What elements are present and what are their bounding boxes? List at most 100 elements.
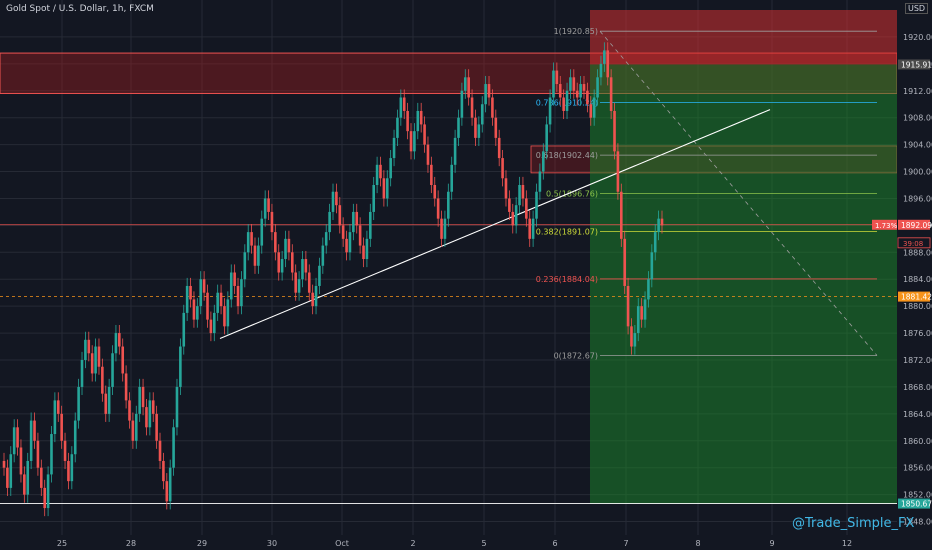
candle-body <box>131 420 135 441</box>
fib-label: 0.236(1884.04) <box>536 275 598 284</box>
candle-body <box>301 259 304 280</box>
candle-body <box>443 218 447 239</box>
candle-body <box>365 238 369 260</box>
candle-body <box>647 279 650 300</box>
candle-body <box>233 272 236 286</box>
candle-body <box>528 218 532 239</box>
time-tick: 5 <box>481 539 486 548</box>
candle-body <box>141 386 145 408</box>
candle-body <box>107 386 111 414</box>
candle-body <box>535 191 538 219</box>
time-tick: 30 <box>267 539 277 548</box>
candle-body <box>121 346 125 374</box>
candle-body <box>56 400 60 414</box>
candle-body <box>653 232 657 253</box>
candle-body <box>196 306 199 320</box>
candle-body <box>335 191 338 206</box>
candle-body <box>2 460 6 468</box>
candle-body <box>541 151 545 172</box>
candle-body <box>545 124 548 152</box>
candle-body <box>318 265 321 286</box>
price-tick: 1900.00 <box>903 168 932 177</box>
candle-body <box>375 164 379 185</box>
candle-body <box>338 205 342 226</box>
candle-body <box>111 353 114 387</box>
time-tick: 9 <box>769 539 774 548</box>
price-tick: 1884.00 <box>903 275 932 284</box>
candle-body <box>40 467 43 488</box>
candle-body <box>548 97 552 125</box>
candle-body <box>633 333 637 347</box>
candle-body <box>104 393 108 414</box>
candle-body <box>650 252 654 280</box>
candle-body <box>531 218 535 239</box>
candle-body <box>409 131 413 152</box>
candle-body <box>307 272 311 293</box>
candle-body <box>463 77 467 91</box>
candle-body <box>36 440 40 468</box>
candle-body <box>416 110 420 132</box>
candle-body <box>63 440 67 461</box>
candle-body <box>389 158 392 179</box>
candle-body <box>474 117 477 138</box>
candle-body <box>487 84 491 98</box>
candle-body <box>511 211 515 226</box>
percent-badge <box>872 219 897 230</box>
candle-body <box>80 360 84 387</box>
candle-body <box>267 198 270 212</box>
price-tick: 1880.00 <box>903 302 932 311</box>
candle-body <box>453 137 457 165</box>
countdown-label: 39:08 <box>903 240 923 248</box>
currency-badge[interactable]: USD <box>905 3 929 14</box>
candle-body <box>501 158 504 179</box>
candle-body <box>362 245 365 260</box>
candle-body <box>87 339 91 354</box>
stop-loss-zone <box>590 10 897 65</box>
candle-body <box>138 386 141 414</box>
percent-label: 1.73% <box>875 222 898 230</box>
price-badge-label: 1892.09 <box>901 221 932 230</box>
candle-body <box>77 386 80 421</box>
candle-body <box>341 225 345 239</box>
candle-body <box>606 50 610 78</box>
candle-body <box>216 292 219 313</box>
candle-body <box>263 198 267 219</box>
candle-body <box>223 306 226 327</box>
candle-body <box>16 427 19 448</box>
candle-body <box>12 427 16 455</box>
candle-body <box>609 77 613 111</box>
candle-body <box>328 211 331 233</box>
candle-body <box>423 124 426 145</box>
candle-body <box>9 454 13 488</box>
candle-body <box>202 279 206 293</box>
fib-label: 0.5(1896.76) <box>546 189 598 198</box>
price-badge <box>898 498 930 509</box>
candle-body <box>290 252 294 273</box>
time-tick: 29 <box>197 539 207 548</box>
candle-body <box>179 346 182 387</box>
time-tick: Oct <box>335 539 349 548</box>
time-tick: 25 <box>57 539 67 548</box>
candle-body <box>70 454 74 482</box>
candle-body <box>592 97 596 118</box>
candle-body <box>433 185 437 199</box>
candle-body <box>151 400 155 414</box>
candle-body <box>630 326 633 347</box>
candle-body <box>226 299 230 327</box>
candle-body <box>236 285 240 307</box>
candle-body <box>406 110 409 132</box>
candle-body <box>538 171 542 192</box>
price-badge <box>898 219 930 230</box>
candle-body <box>84 339 87 360</box>
candle-body <box>508 198 511 212</box>
candle-body <box>270 211 274 233</box>
candle-body <box>162 460 165 482</box>
candle-body <box>175 386 179 428</box>
price-tick: 1864.00 <box>903 410 932 419</box>
candle-body <box>67 460 70 482</box>
time-tick: 2 <box>410 539 415 548</box>
candle-body <box>206 292 209 320</box>
candle-body <box>311 292 314 307</box>
fib-label: 0.382(1891.07) <box>536 228 598 237</box>
